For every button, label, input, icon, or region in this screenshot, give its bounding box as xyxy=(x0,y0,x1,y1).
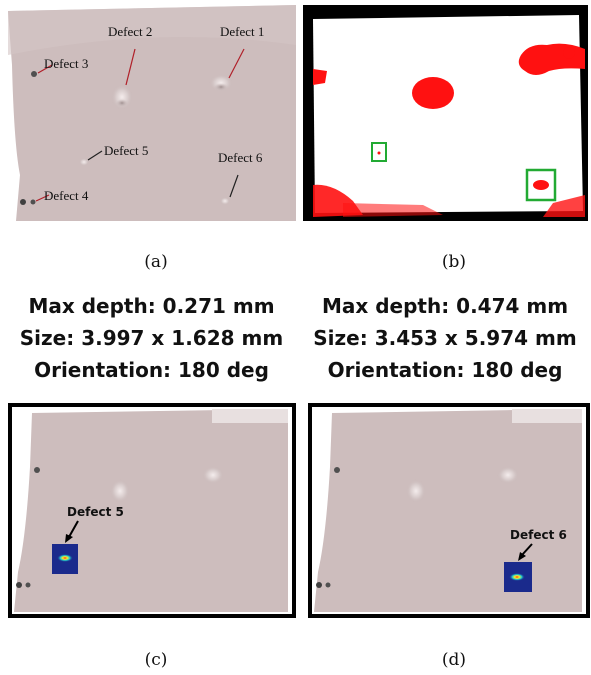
panel-d-caption: (d) xyxy=(441,650,467,670)
panel-c-max-depth: Max depth: 0.271 mm xyxy=(28,294,275,318)
panel-c-size: Size: 3.997 x 1.628 mm xyxy=(19,326,284,350)
panel-d-info: Max depth: 0.474 mm Size: 3.453 x 5.974 … xyxy=(295,290,591,386)
defect-3-label: Defect 3 xyxy=(44,56,89,71)
panel-c-info: Max depth: 0.271 mm Size: 3.997 x 1.628 … xyxy=(0,290,303,386)
panel-d-photo xyxy=(312,407,586,614)
panel-c-frame xyxy=(8,403,296,618)
segmentation-mask xyxy=(303,5,588,221)
defect-4-label: Defect 4 xyxy=(44,188,89,203)
panel-d-frame xyxy=(308,403,590,618)
defect-1-label: Defect 1 xyxy=(220,24,265,39)
panel-c-orientation: Orientation: 180 deg xyxy=(34,358,269,382)
plate-photo-c xyxy=(12,407,292,614)
plate-photo-a xyxy=(8,5,296,221)
panel-d-max-depth: Max depth: 0.474 mm xyxy=(321,294,569,318)
defect-2-label: Defect 2 xyxy=(108,24,153,39)
panel-d-orientation: Orientation: 180 deg xyxy=(327,358,563,382)
panel-b-caption: (b) xyxy=(441,252,467,272)
panel-a-photo xyxy=(8,5,296,221)
defect-6-label: Defect 6 xyxy=(218,150,263,165)
panel-a-caption: (a) xyxy=(144,252,168,272)
panel-c-defect-label: Defect 5 xyxy=(67,505,124,519)
panel-b-mask xyxy=(303,5,588,221)
panel-c-caption: (c) xyxy=(144,650,168,670)
plate-photo-d xyxy=(312,407,586,614)
defect-5-label: Defect 5 xyxy=(104,143,149,158)
panel-d-size: Size: 3.453 x 5.974 mm xyxy=(313,326,577,350)
panel-c-photo xyxy=(12,407,292,614)
panel-d-defect-label: Defect 6 xyxy=(510,528,567,542)
